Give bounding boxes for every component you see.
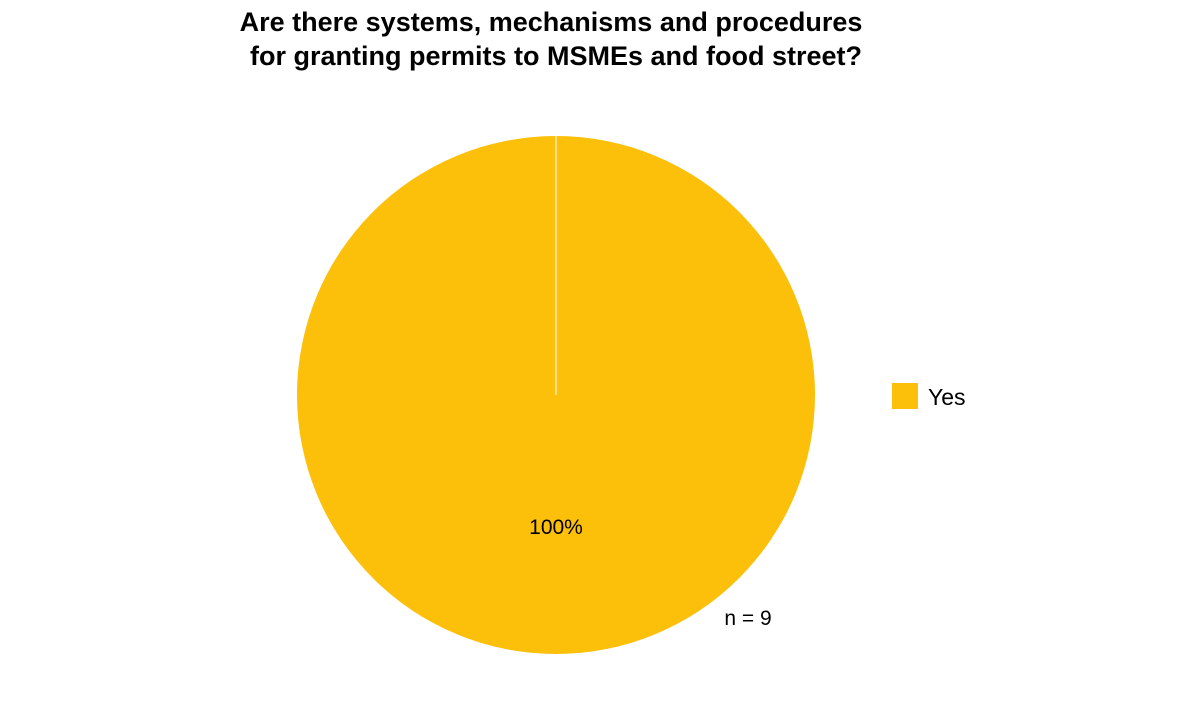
legend-swatch-yes <box>892 383 918 409</box>
chart-title-line-2: for granting permits to MSMEs and food s… <box>250 41 862 71</box>
pie-slices <box>297 136 815 654</box>
sample-size-annotation: n = 9 <box>724 607 771 630</box>
chart-title-line-1: Are there systems, mechanisms and proced… <box>240 7 863 37</box>
slice-label-yes: 100% <box>529 516 583 539</box>
legend-label-yes: Yes <box>928 384 966 410</box>
